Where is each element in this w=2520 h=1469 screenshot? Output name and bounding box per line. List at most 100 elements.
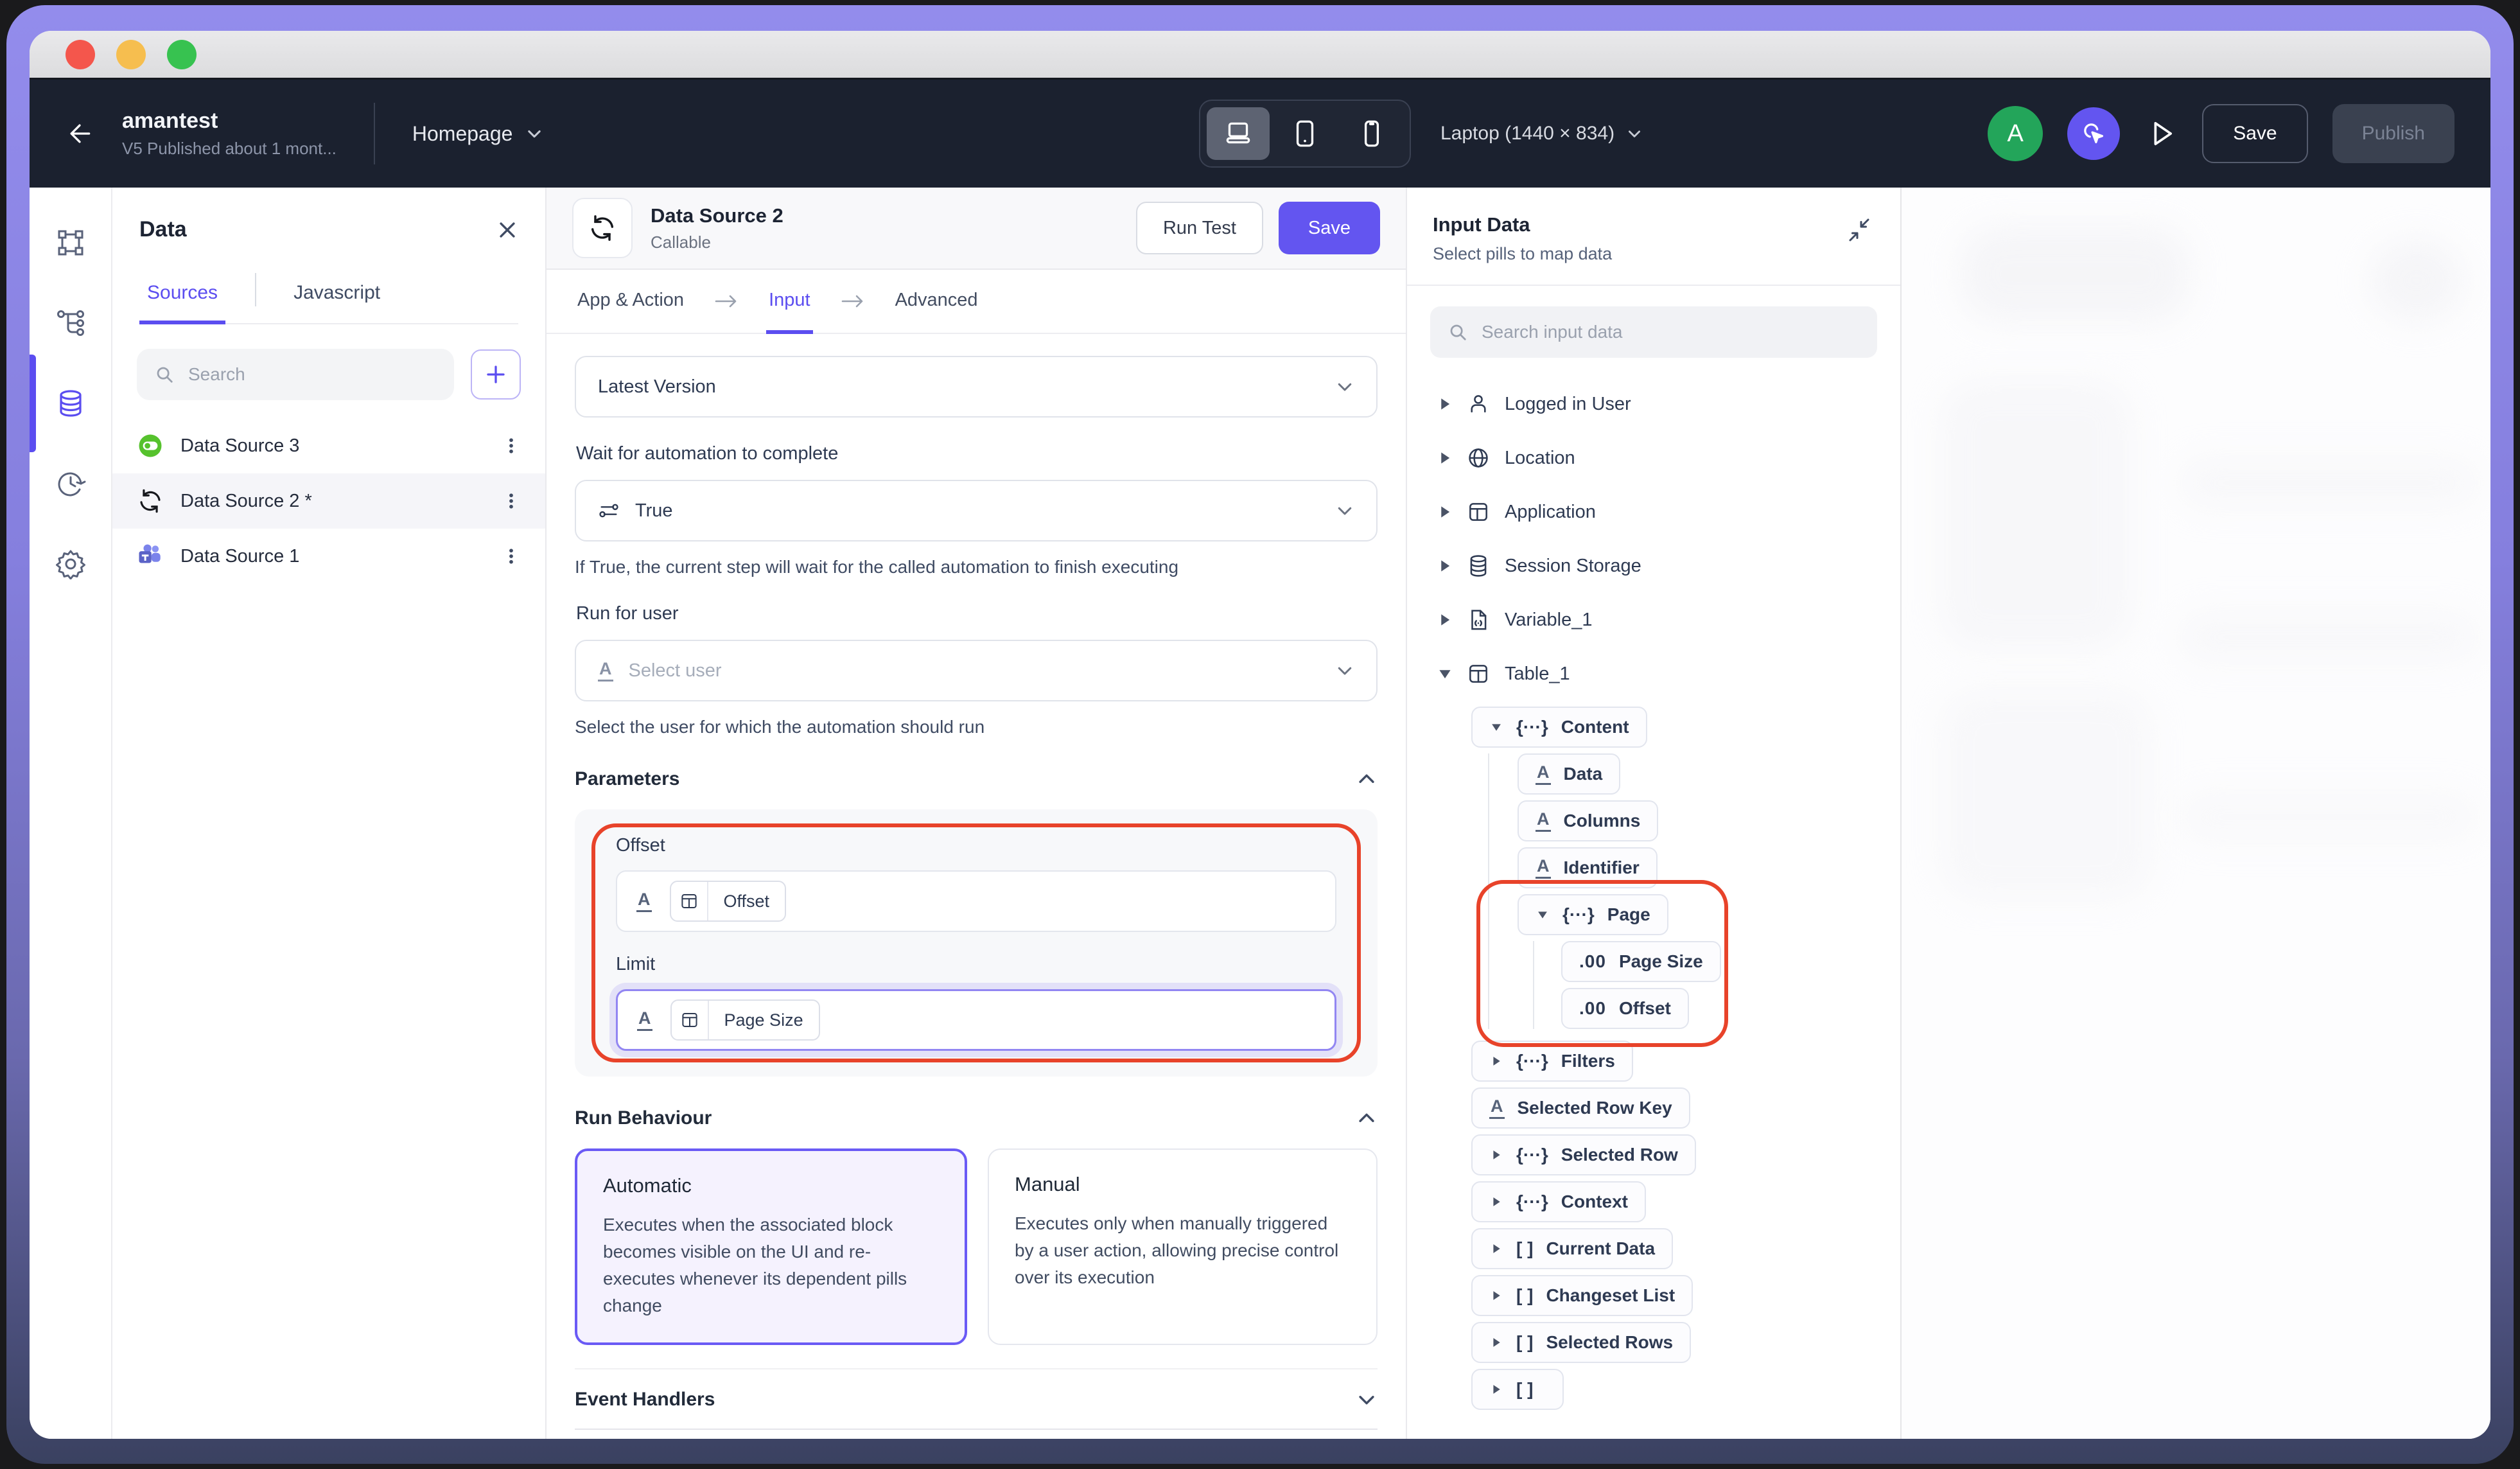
tree-pill-offset[interactable]: .00 Offset <box>1561 988 1689 1029</box>
rail-canvas-button[interactable] <box>55 227 86 258</box>
tree-node-logged-in-user[interactable]: Logged in User <box>1438 377 1631 431</box>
wait-select[interactable]: True <box>575 480 1378 541</box>
offset-param-input[interactable]: A Offset <box>616 870 1336 932</box>
chevron-down-icon <box>1335 501 1354 520</box>
rail-settings-button[interactable] <box>55 549 86 579</box>
step-advanced[interactable]: Advanced <box>893 270 981 334</box>
tree-pill-filters[interactable]: {···} Filters <box>1471 1041 1633 1082</box>
switch-icon <box>599 504 618 518</box>
play-icon <box>2154 121 2173 146</box>
device-laptop-button[interactable] <box>1207 107 1270 160</box>
tree-pill-content[interactable]: {···} Content <box>1471 707 1647 748</box>
data-source-row[interactable]: Data Source 1 <box>112 529 545 584</box>
run-behaviour-manual-card[interactable]: Manual Executes only when manually trigg… <box>988 1148 1378 1345</box>
source-menu-button[interactable] <box>502 491 521 511</box>
header-save-button[interactable]: Save <box>2202 104 2308 163</box>
tree-pill-changeset-list[interactable]: [ ] Changeset List <box>1471 1275 1693 1316</box>
caret-down-icon <box>1438 668 1452 680</box>
tree-pill-identifier[interactable]: A Identifier <box>1518 847 1658 888</box>
tree-pill-selected-row-key[interactable]: A Selected Row Key <box>1471 1087 1690 1129</box>
page-selector[interactable]: Homepage <box>412 122 544 146</box>
device-controls: Laptop (1440 × 834) <box>1199 100 1643 168</box>
run-behaviour-automatic-card[interactable]: Automatic Executes when the associated b… <box>575 1148 967 1345</box>
table-1-children: {···} Content A Data <box>1471 707 1900 1410</box>
device-tablet-button[interactable] <box>1273 107 1336 160</box>
history-clock-icon <box>58 472 85 497</box>
run-behaviour-title: Run Behaviour <box>575 1107 712 1129</box>
tree-pill-label: Selected Row Key <box>1517 1098 1672 1118</box>
step-app-action[interactable]: App & Action <box>575 270 687 334</box>
tab-sources[interactable]: Sources <box>139 282 226 324</box>
tree-pill-page[interactable]: {···} Page <box>1518 894 1668 935</box>
automatic-card-title: Automatic <box>603 1174 692 1197</box>
publish-button[interactable]: Publish <box>2332 104 2454 163</box>
tree-node-variable-1[interactable]: Variable_1 <box>1438 593 1593 647</box>
back-button[interactable] <box>66 119 94 148</box>
chevron-down-icon <box>1335 661 1354 680</box>
step-arrow-icon <box>840 270 866 333</box>
tree-pill-current-data[interactable]: [ ] Current Data <box>1471 1228 1674 1269</box>
source-menu-button[interactable] <box>502 547 521 566</box>
minimize-window-button[interactable] <box>116 39 146 69</box>
tree-pill-selected-row[interactable]: {···} Selected Row <box>1471 1134 1696 1175</box>
chevron-down-icon <box>1335 377 1354 396</box>
tree-node-location[interactable]: Location <box>1438 431 1575 485</box>
caret-right-icon <box>1489 1244 1503 1254</box>
data-source-row-selected[interactable]: Data Source 2 * <box>112 473 545 529</box>
array-type-icon: [ ] <box>1516 1285 1534 1305</box>
chevron-up-icon <box>1359 774 1374 783</box>
event-handlers-expand-button[interactable] <box>1356 1389 1378 1411</box>
toggle-source-icon <box>139 434 162 457</box>
text-type-icon: A <box>1536 810 1551 832</box>
tree-pill-data[interactable]: A Data <box>1518 753 1621 795</box>
editor-save-button[interactable]: Save <box>1278 202 1380 254</box>
zoom-window-button[interactable] <box>167 39 197 69</box>
rail-history-button[interactable] <box>55 468 86 499</box>
tree-pill-page-size[interactable]: .00 Page Size <box>1561 941 1721 982</box>
data-search-input[interactable] <box>187 364 436 385</box>
tab-javascript[interactable]: Javascript <box>286 282 388 324</box>
tree-node-application[interactable]: Application <box>1438 485 1596 539</box>
run-behaviour-collapse-button[interactable] <box>1356 1107 1378 1129</box>
tree-pill-clipped[interactable]: [ ] <box>1471 1369 1564 1410</box>
search-icon <box>157 367 173 383</box>
device-size-dropdown[interactable]: Laptop (1440 × 834) <box>1440 123 1643 145</box>
avatar[interactable]: A <box>1988 106 2043 161</box>
preview-play-button[interactable] <box>2144 117 2178 150</box>
input-data-panel: Input Data Select pills to map data <box>1407 188 1902 1439</box>
input-data-search-input[interactable] <box>1480 321 1859 343</box>
app-name: amantest <box>122 109 218 133</box>
interact-mode-button[interactable] <box>2067 107 2121 160</box>
tree-pill-columns[interactable]: A Columns <box>1518 800 1659 841</box>
tree-node-session-storage[interactable]: Session Storage <box>1438 539 1641 593</box>
data-source-row[interactable]: Data Source 3 <box>112 418 545 473</box>
step-input[interactable]: Input <box>766 270 813 334</box>
canvas-ghost <box>1940 689 2152 901</box>
cursor-click-icon <box>2084 123 2104 144</box>
tree-node-table-1[interactable]: Table_1 <box>1438 647 1570 701</box>
data-panel-close-button[interactable] <box>496 219 518 241</box>
data-search <box>137 349 454 400</box>
tree-pill-selected-rows[interactable]: [ ] Selected Rows <box>1471 1322 1692 1363</box>
back-arrow-icon <box>70 124 91 143</box>
device-phone-button[interactable] <box>1340 107 1403 160</box>
rail-flow-button[interactable] <box>55 308 86 339</box>
offset-pill[interactable]: Offset <box>669 881 787 922</box>
source-menu-button[interactable] <box>502 436 521 455</box>
tree-pill-context[interactable]: {···} Context <box>1471 1181 1646 1222</box>
rail-data-button[interactable] <box>30 355 86 452</box>
parameters-collapse-button[interactable] <box>1356 768 1378 790</box>
tree-pill-label: Filters <box>1561 1051 1615 1071</box>
tree-pill-label: Columns <box>1563 811 1641 831</box>
array-type-icon: [ ] <box>1516 1379 1534 1399</box>
collapse-panel-button[interactable] <box>1846 217 1872 243</box>
chevron-down-icon <box>1629 130 1641 137</box>
add-data-source-button[interactable] <box>471 349 521 400</box>
run-test-button[interactable]: Run Test <box>1135 202 1263 254</box>
close-window-button[interactable] <box>66 39 95 69</box>
tree-node-label: Session Storage <box>1505 555 1641 576</box>
limit-param-input[interactable]: A Page Size <box>616 989 1336 1051</box>
version-select[interactable]: Latest Version <box>575 356 1378 418</box>
page-size-pill[interactable]: Page Size <box>670 999 820 1041</box>
run-for-user-select[interactable]: A Select user <box>575 640 1378 701</box>
